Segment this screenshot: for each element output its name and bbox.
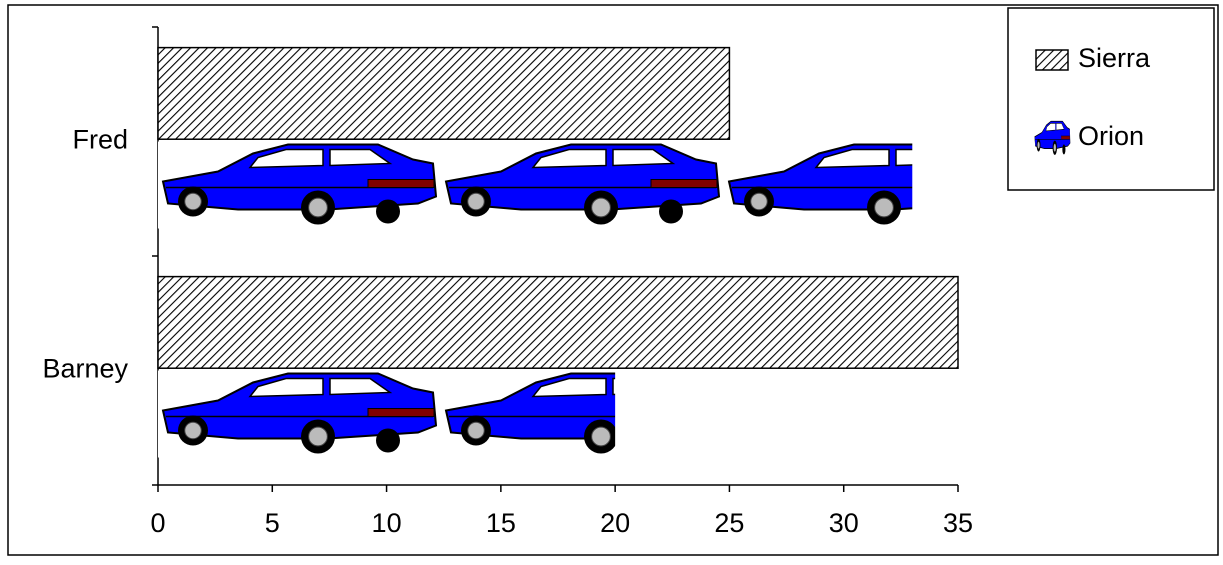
legend-icon xyxy=(1034,120,1071,155)
x-tick-label: 5 xyxy=(265,508,280,538)
x-tick-label: 0 xyxy=(150,508,165,538)
legend-label: Orion xyxy=(1078,121,1144,151)
bar xyxy=(157,275,959,369)
legend-label: Sierra xyxy=(1078,43,1151,73)
x-tick-label: 30 xyxy=(829,508,859,538)
pictograph-bar xyxy=(158,370,616,458)
y-tick-label: Fred xyxy=(72,125,128,155)
y-tick-label: Barney xyxy=(42,354,128,384)
x-tick-label: 20 xyxy=(600,508,630,538)
x-tick-label: 25 xyxy=(714,508,744,538)
x-tick-label: 10 xyxy=(372,508,402,538)
x-tick-label: 35 xyxy=(943,508,973,538)
bar xyxy=(157,46,731,140)
x-tick-label: 15 xyxy=(486,508,516,538)
legend-swatch xyxy=(1035,49,1069,71)
legend-box xyxy=(1007,7,1215,191)
pictograph-bar xyxy=(158,141,913,229)
